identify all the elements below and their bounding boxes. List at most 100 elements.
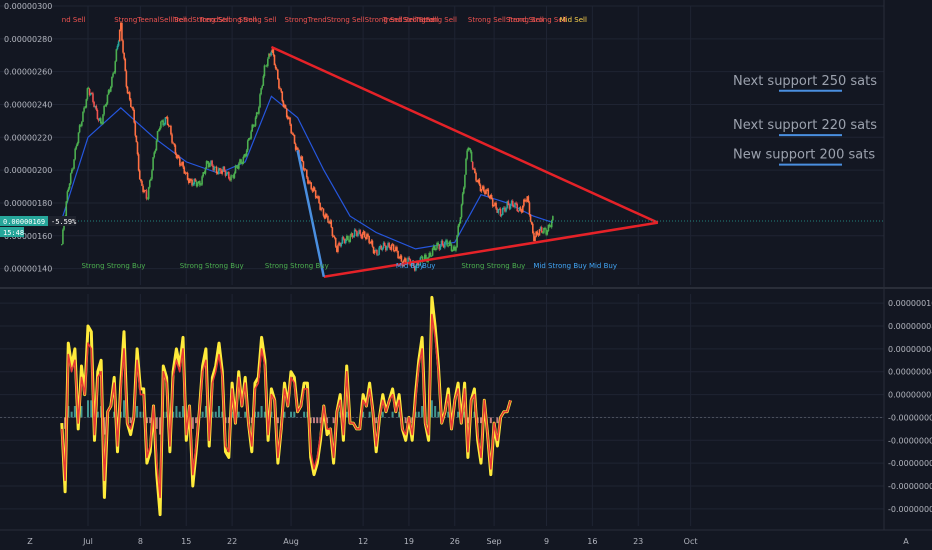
candle-body <box>339 242 341 247</box>
candle-body <box>547 224 550 231</box>
candle-body <box>445 240 447 243</box>
candle-body <box>114 61 117 73</box>
candle-body <box>164 117 167 125</box>
sell-signal-label: nd Sell <box>62 16 86 24</box>
candle-body <box>245 150 248 157</box>
oscillator-histogram-bar <box>67 406 70 418</box>
candle-body <box>241 163 243 165</box>
sell-signal-label: Strong Sell <box>239 16 277 24</box>
candle-body <box>127 92 130 94</box>
candle-body <box>104 105 107 107</box>
candle-body <box>97 118 100 121</box>
oscillator-histogram-bar <box>218 406 220 418</box>
candle-body <box>403 258 406 261</box>
candle-body <box>332 236 335 237</box>
candle-body <box>238 163 240 169</box>
candle-body <box>290 124 292 134</box>
oscillator-histogram-bar <box>221 411 224 418</box>
candle-body <box>552 216 554 221</box>
sell-signal-label: StrongTeenalSelliSell <box>114 16 187 24</box>
buy-signal-label: Mid Strong Buy Mid Buy <box>533 262 617 270</box>
candle-body <box>83 107 85 112</box>
candle-body <box>277 69 279 80</box>
candle-body <box>514 202 516 208</box>
candle-body <box>148 180 151 188</box>
candle-body <box>270 52 272 56</box>
candle-body <box>140 179 142 182</box>
candle-body <box>128 92 131 100</box>
candle-body <box>468 147 471 150</box>
candle-body <box>501 207 504 215</box>
candle-body <box>65 201 68 217</box>
candle-body <box>76 142 79 147</box>
candle-body <box>542 232 544 234</box>
candle-body <box>421 256 424 262</box>
oscillator-histogram-bar <box>293 411 296 418</box>
candle-body <box>359 230 362 235</box>
candle-body <box>183 167 186 174</box>
oscillator-slow-line <box>61 313 512 499</box>
candle-body <box>322 208 325 216</box>
price-time-box <box>0 226 24 237</box>
candle-body <box>85 99 88 108</box>
candle-body <box>410 264 413 266</box>
candle-body <box>120 22 122 30</box>
candle-body <box>388 243 390 247</box>
candle-body <box>481 186 484 190</box>
candle-body <box>260 88 262 95</box>
candles-layer <box>61 21 554 272</box>
oscillator-histogram-bar <box>123 400 126 418</box>
candle-body <box>193 178 196 185</box>
candle-body <box>418 264 421 266</box>
candle-body <box>262 76 265 86</box>
oscillator-y-tick-label: -0.00000002 <box>888 436 932 445</box>
candle-body <box>284 105 287 109</box>
x-tick-label: 19 <box>404 537 414 546</box>
candle-body <box>156 131 159 141</box>
candle-body <box>166 117 169 126</box>
candle-body <box>356 230 358 236</box>
axis-layer[interactable]: 0.00000300 0.00000280 0.00000260 0.00000240… <box>4 2 932 546</box>
candle-body <box>498 208 501 210</box>
candle-body <box>399 255 402 258</box>
candle-body <box>177 155 180 159</box>
buy-signal-label: Mid Buy <box>396 262 424 270</box>
candle-body <box>122 40 124 53</box>
candle-body <box>163 124 166 126</box>
oscillator-histogram-bar <box>303 411 306 418</box>
candle-body <box>256 112 259 114</box>
candle-body <box>143 190 145 192</box>
candle-body <box>63 223 65 230</box>
oscillator-histogram-bar <box>70 411 73 418</box>
candle-body <box>171 134 173 143</box>
candle-body <box>400 255 403 262</box>
candle-body <box>273 55 276 66</box>
candle-body <box>180 164 182 166</box>
candle-body <box>189 178 191 183</box>
triangle-lower-line <box>323 221 659 279</box>
candle-body <box>172 142 174 144</box>
candle-body <box>532 223 534 234</box>
candle-body <box>157 130 160 132</box>
candle-body <box>279 88 281 90</box>
oscillator-histogram-bar <box>312 417 315 424</box>
candle-body <box>348 240 350 242</box>
candle-body <box>503 207 505 209</box>
x-tick-label: Aug <box>283 537 299 546</box>
candle-body <box>452 246 455 250</box>
candle-body <box>62 229 64 244</box>
oscillator-histogram-bar <box>381 411 384 418</box>
candle-body <box>525 200 527 202</box>
candle-body <box>304 169 307 171</box>
candle-body <box>86 88 89 100</box>
candle-body <box>527 196 530 203</box>
candle-body <box>457 225 460 236</box>
candle-body <box>265 65 268 67</box>
candle-body <box>261 85 264 89</box>
candle-body <box>430 255 433 257</box>
candle-body <box>191 179 193 186</box>
oscillator-histogram-bar <box>201 411 204 418</box>
candle-body <box>158 127 161 131</box>
candle-body <box>513 205 515 208</box>
